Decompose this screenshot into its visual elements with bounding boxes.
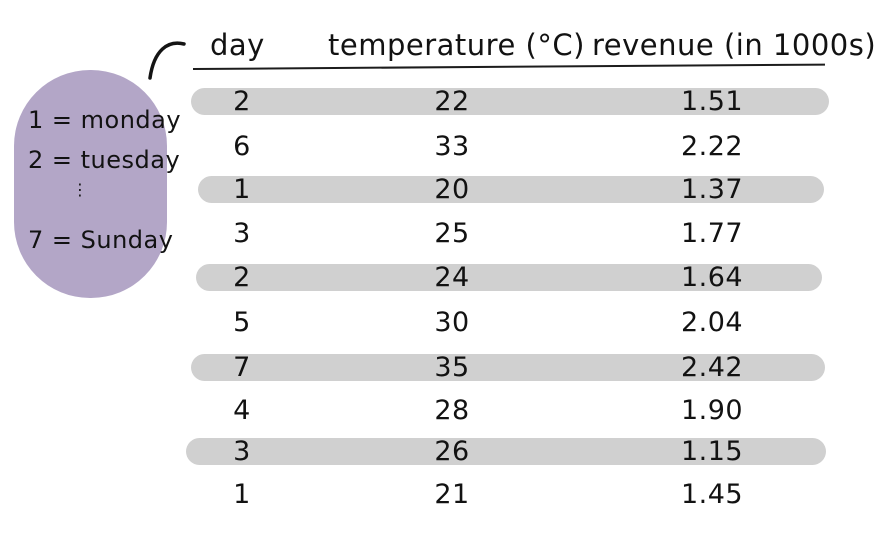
legend-ellipsis: ⋮ (72, 180, 89, 199)
cell-revenue: 2.42 (680, 352, 744, 383)
cell-day: 1 (233, 174, 251, 205)
cell-revenue: 1.37 (680, 174, 744, 205)
day-legend-blob (14, 70, 167, 298)
cell-revenue: 2.22 (680, 131, 744, 162)
cell-temperature: 24 (434, 262, 470, 293)
cell-day: 3 (233, 436, 251, 467)
cell-temperature: 20 (434, 174, 470, 205)
header-temperature: temperature (°C) (328, 28, 585, 62)
cell-revenue: 1.64 (680, 262, 744, 293)
cell-revenue: 2.04 (680, 307, 744, 338)
cell-temperature: 35 (434, 352, 470, 383)
legend-pointer-arrow (148, 41, 186, 80)
header-day: day (210, 28, 265, 62)
cell-temperature: 21 (434, 479, 470, 510)
cell-day: 5 (233, 307, 251, 338)
cell-day: 4 (233, 395, 251, 426)
cell-temperature: 25 (434, 218, 470, 249)
cell-temperature: 26 (434, 436, 470, 467)
cell-day: 6 (233, 131, 251, 162)
cell-temperature: 30 (434, 307, 470, 338)
cell-day: 2 (233, 86, 251, 117)
cell-temperature: 22 (434, 86, 470, 117)
cell-day: 3 (233, 218, 251, 249)
row-stripe (186, 438, 826, 465)
row-stripe (196, 264, 822, 291)
cell-day: 7 (233, 352, 251, 383)
cell-revenue: 1.15 (680, 436, 744, 467)
row-stripe (191, 354, 825, 381)
cell-temperature: 33 (434, 131, 470, 162)
legend-line-tuesday: 2 = tuesday (28, 146, 181, 174)
row-stripe (198, 176, 824, 203)
row-stripe (191, 88, 829, 115)
cell-revenue: 1.90 (680, 395, 744, 426)
cell-revenue: 1.51 (680, 86, 744, 117)
cell-temperature: 28 (434, 395, 470, 426)
cell-revenue: 1.45 (680, 479, 744, 510)
header-revenue: revenue (in 1000s) (592, 28, 875, 62)
cell-revenue: 1.77 (680, 218, 744, 249)
header-underline (192, 63, 825, 70)
cell-day: 2 (233, 262, 251, 293)
legend-line-monday: 1 = monday (28, 106, 182, 134)
cell-day: 1 (233, 479, 251, 510)
legend-line-sunday: 7 = Sunday (28, 226, 174, 254)
